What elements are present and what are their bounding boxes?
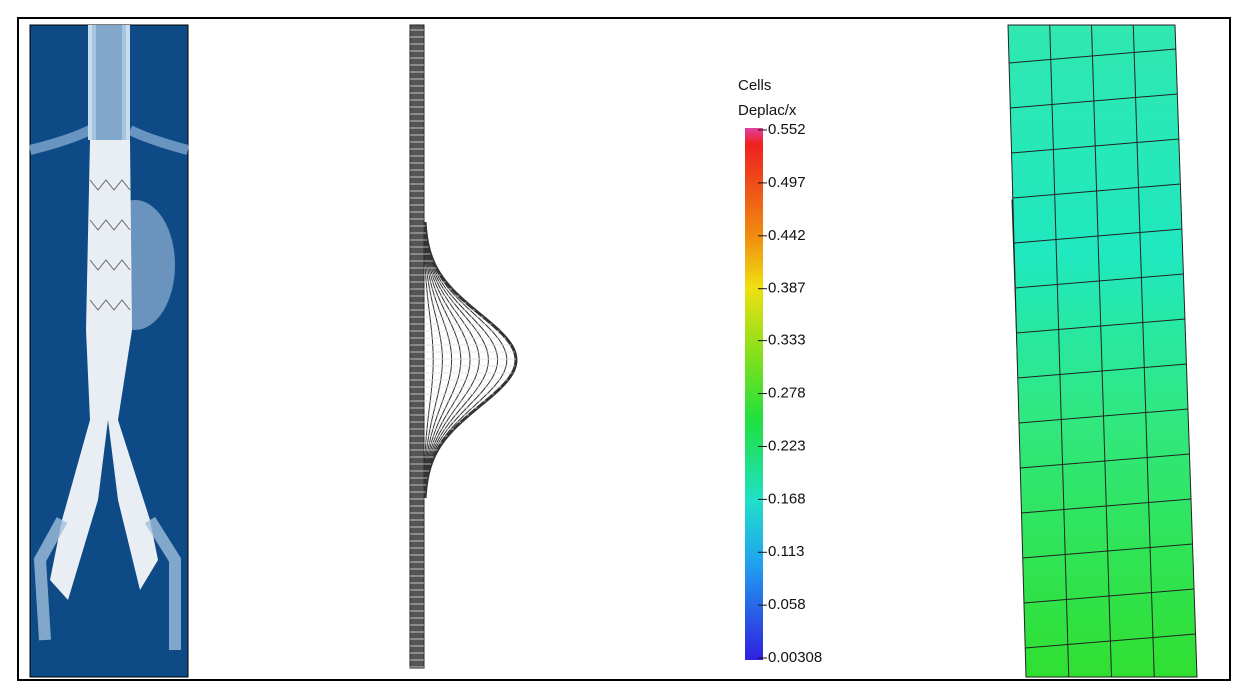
colorbar-tick-label: 0.333: [768, 332, 806, 349]
mesh-line: [1022, 543, 1193, 559]
mesh-line: [1011, 138, 1180, 154]
mesh-line: [1021, 498, 1192, 514]
colorbar-tick-label: 0.00308: [768, 649, 822, 666]
legend-subtitle: Deplac/x: [738, 102, 797, 119]
colorbar: [745, 128, 763, 660]
mesh-line: [1016, 318, 1186, 334]
mesh-line: [1049, 24, 1070, 678]
legend-title: Cells: [738, 77, 771, 94]
colorbar-tick-label: 0.497: [768, 174, 806, 191]
mesh-line: [424, 221, 508, 499]
mesh-line: [1010, 93, 1178, 109]
colorbar-tick-label: 0.442: [768, 227, 806, 244]
figure-border: [17, 17, 1231, 681]
mesh-line: [1091, 24, 1112, 678]
mesh-line: [1013, 228, 1183, 244]
mesh-line: [1024, 633, 1196, 649]
colorbar-tick-label: 0.278: [768, 385, 806, 402]
mesh-line: [423, 221, 518, 499]
mesh-line: [1023, 588, 1195, 604]
mesh-line: [1012, 183, 1181, 199]
mesh-line: [1132, 24, 1155, 678]
stent-illustration: [28, 24, 190, 678]
mesh-line: [1019, 453, 1190, 469]
mesh-line: [1008, 48, 1177, 64]
displacement-mesh: [1007, 24, 1198, 678]
mesh-line: [1014, 273, 1184, 289]
colorbar-tick-label: 0.223: [768, 437, 806, 454]
colorbar-tick-label: 0.552: [768, 121, 806, 138]
colorbar-tick-label: 0.058: [768, 596, 806, 613]
mesh-line: [1018, 408, 1189, 424]
colorbar-tick-label: 0.168: [768, 490, 806, 507]
bulge-mesh: [409, 24, 518, 669]
colorbar-tick-label: 0.387: [768, 280, 806, 297]
colorbar-tick-label: 0.113: [768, 543, 804, 560]
mesh-line: [1017, 363, 1187, 379]
